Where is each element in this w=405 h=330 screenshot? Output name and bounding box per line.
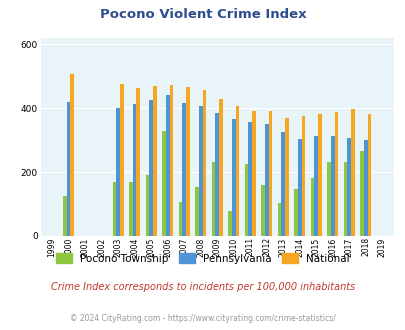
Bar bbox=[178, 202, 182, 236]
Bar bbox=[281, 132, 284, 236]
Bar bbox=[231, 119, 235, 236]
Bar bbox=[211, 162, 215, 236]
Bar bbox=[185, 87, 189, 236]
Bar bbox=[252, 112, 255, 236]
Text: Pocono Violent Crime Index: Pocono Violent Crime Index bbox=[100, 8, 305, 21]
Bar bbox=[145, 175, 149, 236]
Bar bbox=[261, 185, 264, 236]
Bar bbox=[244, 164, 248, 236]
Bar bbox=[166, 95, 169, 236]
Bar bbox=[113, 182, 116, 236]
Bar bbox=[228, 211, 231, 236]
Text: Crime Index corresponds to incidents per 100,000 inhabitants: Crime Index corresponds to incidents per… bbox=[51, 282, 354, 292]
Bar bbox=[294, 189, 297, 236]
Bar bbox=[70, 74, 74, 236]
Bar bbox=[317, 114, 321, 236]
Bar bbox=[129, 182, 132, 236]
Bar bbox=[268, 111, 271, 236]
Bar bbox=[120, 84, 123, 236]
Bar bbox=[153, 86, 156, 236]
Bar bbox=[277, 203, 281, 236]
Bar bbox=[215, 113, 218, 236]
Bar bbox=[297, 139, 301, 236]
Bar bbox=[330, 136, 334, 236]
Bar bbox=[363, 140, 367, 236]
Bar bbox=[63, 196, 67, 236]
Bar bbox=[284, 118, 288, 236]
Bar bbox=[235, 106, 239, 236]
Bar bbox=[343, 162, 347, 236]
Bar bbox=[248, 122, 252, 236]
Text: © 2024 CityRating.com - https://www.cityrating.com/crime-statistics/: © 2024 CityRating.com - https://www.city… bbox=[70, 314, 335, 323]
Bar bbox=[116, 108, 120, 236]
Bar bbox=[67, 102, 70, 236]
Bar bbox=[202, 90, 206, 236]
Bar bbox=[169, 84, 173, 236]
Bar bbox=[347, 138, 350, 236]
Bar bbox=[162, 131, 166, 236]
Bar bbox=[136, 88, 140, 236]
Bar bbox=[132, 104, 136, 236]
Bar bbox=[367, 114, 370, 236]
Bar bbox=[198, 106, 202, 236]
Bar bbox=[195, 187, 198, 236]
Bar bbox=[218, 99, 222, 236]
Bar bbox=[359, 151, 363, 236]
Bar bbox=[301, 116, 305, 236]
Legend: Pocono Township, Pennsylvania, National: Pocono Township, Pennsylvania, National bbox=[56, 253, 349, 264]
Bar bbox=[326, 162, 330, 236]
Bar bbox=[350, 109, 354, 236]
Bar bbox=[310, 178, 313, 236]
Bar bbox=[264, 124, 268, 236]
Bar bbox=[182, 103, 185, 236]
Bar bbox=[149, 100, 153, 236]
Bar bbox=[334, 112, 337, 236]
Bar bbox=[313, 136, 317, 236]
